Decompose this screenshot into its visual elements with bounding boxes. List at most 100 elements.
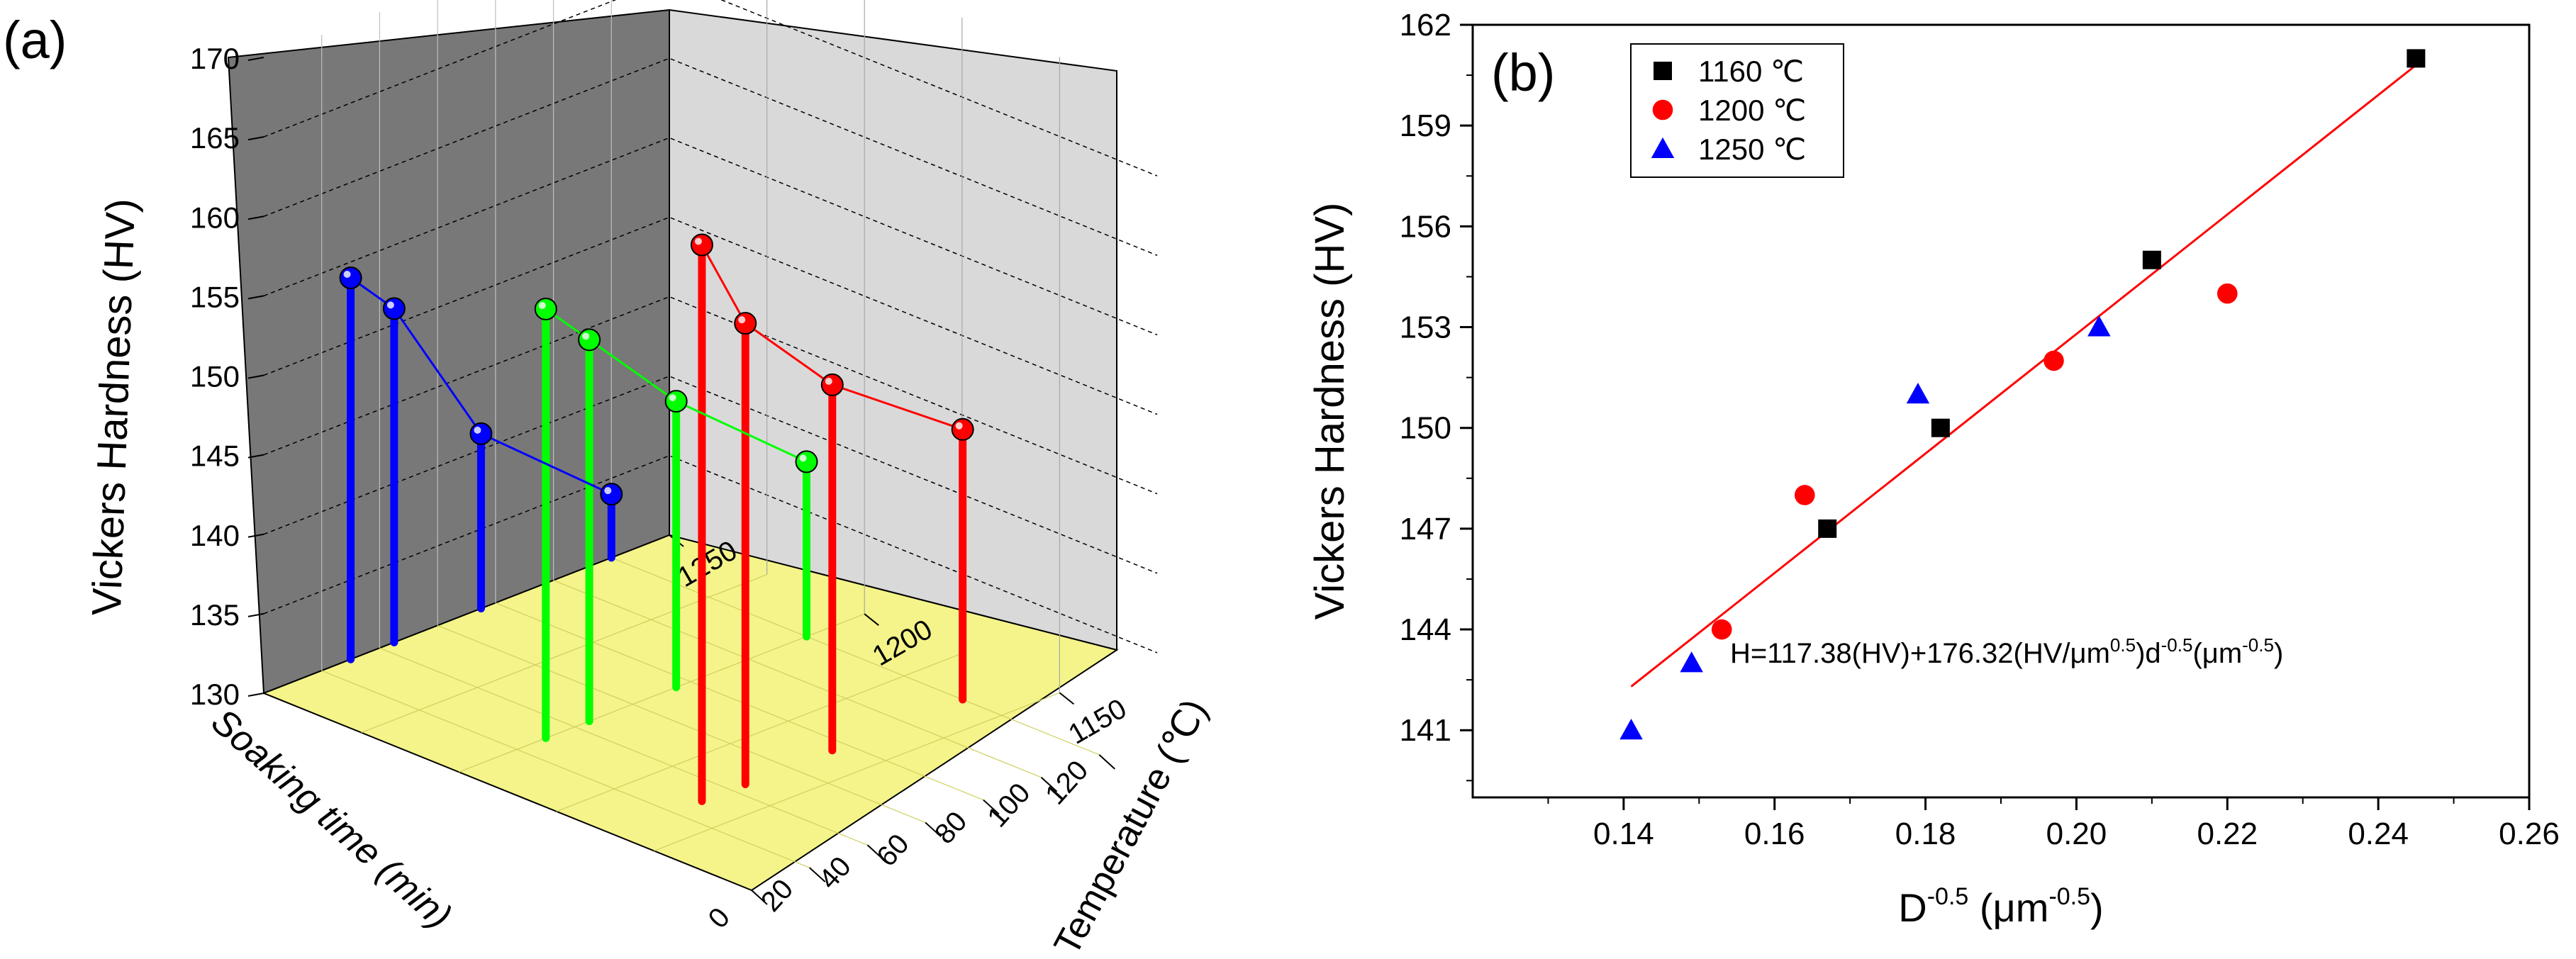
temp-tick-label: 1150 [1064, 693, 1132, 751]
z-tick-label: 130 [190, 678, 240, 711]
legend-marker-circle [1652, 99, 1673, 120]
z-tick [247, 692, 264, 697]
temp-tick [1059, 692, 1075, 705]
point-highlight [386, 301, 394, 309]
z-tick [247, 533, 264, 538]
time-gridline-floor [553, 580, 1042, 778]
x-tick-label: 0.24 [2348, 817, 2409, 851]
series-line-1250 [350, 276, 612, 495]
point-circle-3 [2217, 283, 2238, 304]
point-square-1 [1931, 418, 1950, 437]
panel-a-label: (a) [3, 11, 67, 69]
point-triangle-3 [2087, 315, 2111, 337]
z-tick-label: 140 [190, 519, 240, 552]
z-tick-label: 155 [190, 280, 240, 313]
point-triangle-2 [1906, 383, 1930, 404]
legend-marker-square [1654, 62, 1672, 80]
point-1160-2 [820, 373, 844, 396]
fit-equation: H=117.38(HV)+176.32(HV/μm0.5)d-0.5(μm-0.… [1730, 634, 2283, 669]
panel-b-points [1619, 49, 2426, 740]
y-tick-label: 153 [1400, 310, 1451, 345]
time-tick [1040, 776, 1058, 792]
temp-gridline-floor [556, 653, 963, 812]
time-gridline-floor [379, 647, 868, 846]
x-tick-label: 0.20 [2046, 817, 2107, 851]
x-tick-label: 0.22 [2197, 817, 2258, 851]
z-tick [247, 454, 264, 459]
z-tick [247, 215, 264, 220]
y-tick-label: 150 [1400, 411, 1451, 446]
point-highlight [669, 394, 676, 402]
point-1250-3 [600, 483, 623, 506]
time-gridline-floor [321, 670, 810, 868]
panel-a-series-lines [339, 233, 974, 805]
y-tick-label: 147 [1400, 512, 1451, 546]
point-1160-1 [734, 312, 757, 335]
legend: 1160 ℃ 1200 ℃ 1250 ℃ [1630, 43, 1844, 178]
time-gridline-floor [437, 624, 926, 823]
point-1160-0 [690, 233, 713, 257]
x-tick-label: 0.26 [2499, 817, 2560, 851]
time-tick-label: 100 [981, 777, 1036, 833]
series-line-1200 [545, 308, 808, 463]
point-highlight [604, 487, 612, 495]
point-highlight [343, 271, 351, 279]
x-label-base: D [1898, 885, 1927, 930]
legend-marker-triangle [1651, 137, 1675, 158]
time-tick [925, 821, 942, 838]
x-label-unit-base: (μm [1980, 885, 2049, 930]
x-label-unit-exp: -0.5 [2048, 883, 2090, 910]
y-tick-label: 159 [1400, 108, 1451, 143]
z-tick-label: 160 [190, 201, 240, 234]
temp-gridline-floor [458, 613, 865, 773]
point-1200-2 [664, 390, 688, 413]
point-circle-1 [1794, 485, 1815, 505]
z-tick-label: 135 [190, 598, 240, 632]
z-tick [247, 136, 264, 141]
point-1200-3 [795, 450, 818, 473]
time-tick [866, 844, 884, 860]
point-1250-2 [469, 422, 493, 445]
y-tick-label: 156 [1400, 209, 1451, 244]
point-highlight [825, 377, 832, 385]
point-1200-1 [578, 328, 601, 352]
z-tick [247, 612, 264, 617]
z-tick-label: 150 [190, 360, 240, 393]
time-tick-label: 120 [1039, 755, 1094, 811]
time-tick [751, 890, 768, 905]
point-highlight [582, 332, 590, 340]
point-highlight [694, 237, 702, 245]
time-gridline-floor [495, 602, 984, 801]
z-tick-label: 165 [190, 121, 240, 155]
temp-gridline-floor [654, 692, 1060, 851]
point-triangle-1 [1680, 651, 1703, 673]
point-1160-3 [951, 417, 974, 441]
time-tick [1098, 754, 1115, 770]
floor-plane [262, 534, 1119, 892]
fit-line [1630, 64, 2417, 688]
point-highlight [955, 422, 963, 430]
point-square-3 [2407, 49, 2426, 68]
x-tick-label: 0.18 [1895, 817, 1956, 851]
z-tick [247, 57, 264, 61]
panel-b-label: (b) [1491, 43, 1555, 102]
point-1200-0 [534, 297, 557, 320]
z-tick-label: 145 [190, 439, 240, 473]
point-circle-2 [2043, 350, 2064, 371]
panel-b-y-axis-label: Vickers Hardness (HV) [1307, 203, 1353, 620]
x-label-close: ) [2090, 885, 2104, 930]
y-tick-label: 144 [1400, 612, 1451, 647]
y-tick-label: 141 [1400, 713, 1451, 748]
point-1250-1 [382, 297, 406, 320]
time-tick-label: 60 [871, 828, 915, 873]
series-line-1160 [701, 244, 964, 431]
panel-b-fit [1630, 64, 2417, 688]
time-tick [983, 799, 1000, 815]
temp-tick [864, 613, 879, 626]
legend-label: 1160 ℃ [1698, 55, 1804, 88]
point-1250-0 [339, 267, 362, 290]
panel-b-scatter-chart: 0.14 0.16 0.18 0.20 0.22 0.24 0.26 141 144 147 150… [1307, 8, 2560, 930]
point-square-2 [2142, 250, 2161, 269]
z-tick [247, 295, 264, 300]
